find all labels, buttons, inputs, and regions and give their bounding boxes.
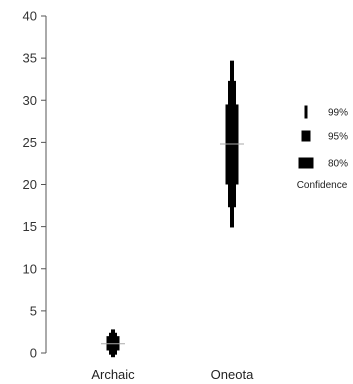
y-tick-label: 5 bbox=[30, 303, 37, 318]
y-tick-label: 25 bbox=[23, 135, 37, 150]
legend: 99% 95% 80% Confidence bbox=[297, 105, 348, 191]
y-tick-label: 40 bbox=[23, 9, 37, 24]
y-tick-label: 0 bbox=[30, 346, 37, 361]
interval-marks bbox=[101, 60, 244, 358]
legend-swatch bbox=[304, 105, 308, 119]
interval-group-archaic bbox=[101, 329, 125, 358]
category-labels: Archaic Oneota bbox=[91, 367, 254, 382]
category-label: Oneota bbox=[211, 367, 254, 382]
y-tick-label: 20 bbox=[23, 177, 37, 192]
legend-label: 99% bbox=[328, 108, 348, 119]
legend-swatch bbox=[301, 130, 311, 142]
y-axis: 0 5 10 15 20 25 30 35 40 bbox=[23, 9, 47, 361]
y-tick-label: 35 bbox=[23, 51, 37, 66]
category-label: Archaic bbox=[91, 367, 135, 382]
legend-label: 95% bbox=[328, 132, 348, 143]
legend-swatch bbox=[298, 157, 314, 169]
y-tick-label: 15 bbox=[23, 219, 37, 234]
interval-group-oneota bbox=[220, 60, 244, 228]
legend-label: 80% bbox=[328, 159, 348, 170]
y-tick-label: 10 bbox=[23, 261, 37, 276]
y-tick-label: 30 bbox=[23, 93, 37, 108]
legend-title: Confidence bbox=[297, 180, 348, 191]
